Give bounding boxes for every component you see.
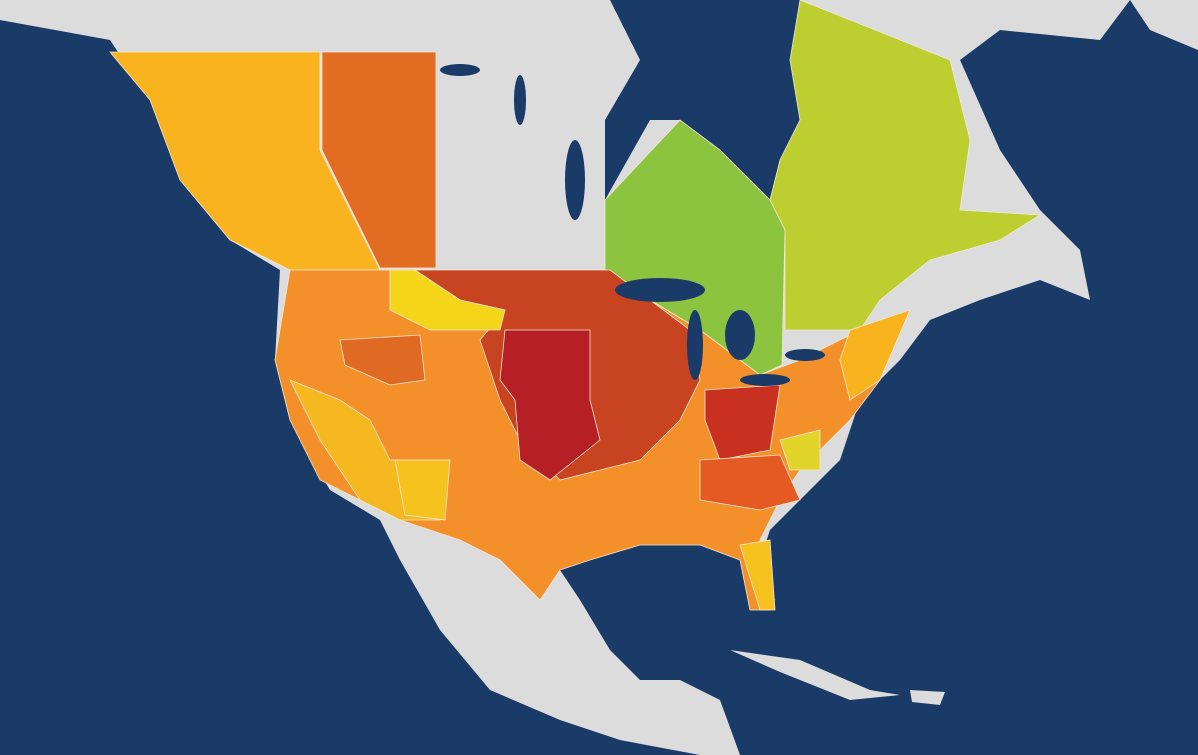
region [739, 539, 776, 611]
region [704, 384, 781, 461]
region [839, 309, 911, 401]
region [769, 0, 1042, 331]
lake [565, 140, 585, 220]
hispaniola [910, 690, 945, 705]
greenland [1130, 0, 1198, 50]
lake [440, 64, 480, 76]
lake [514, 75, 526, 125]
region [699, 454, 801, 511]
hudson-bay [605, 0, 800, 200]
lake-erie [740, 374, 790, 386]
lake-michigan [687, 310, 703, 380]
lake-superior [615, 278, 705, 302]
region [394, 459, 451, 521]
region [321, 51, 437, 269]
cuba [730, 650, 900, 700]
region [389, 269, 506, 331]
region [779, 429, 821, 471]
lake-huron [725, 310, 755, 360]
lake-ontario [785, 349, 825, 361]
region [499, 329, 601, 481]
region [339, 334, 426, 386]
